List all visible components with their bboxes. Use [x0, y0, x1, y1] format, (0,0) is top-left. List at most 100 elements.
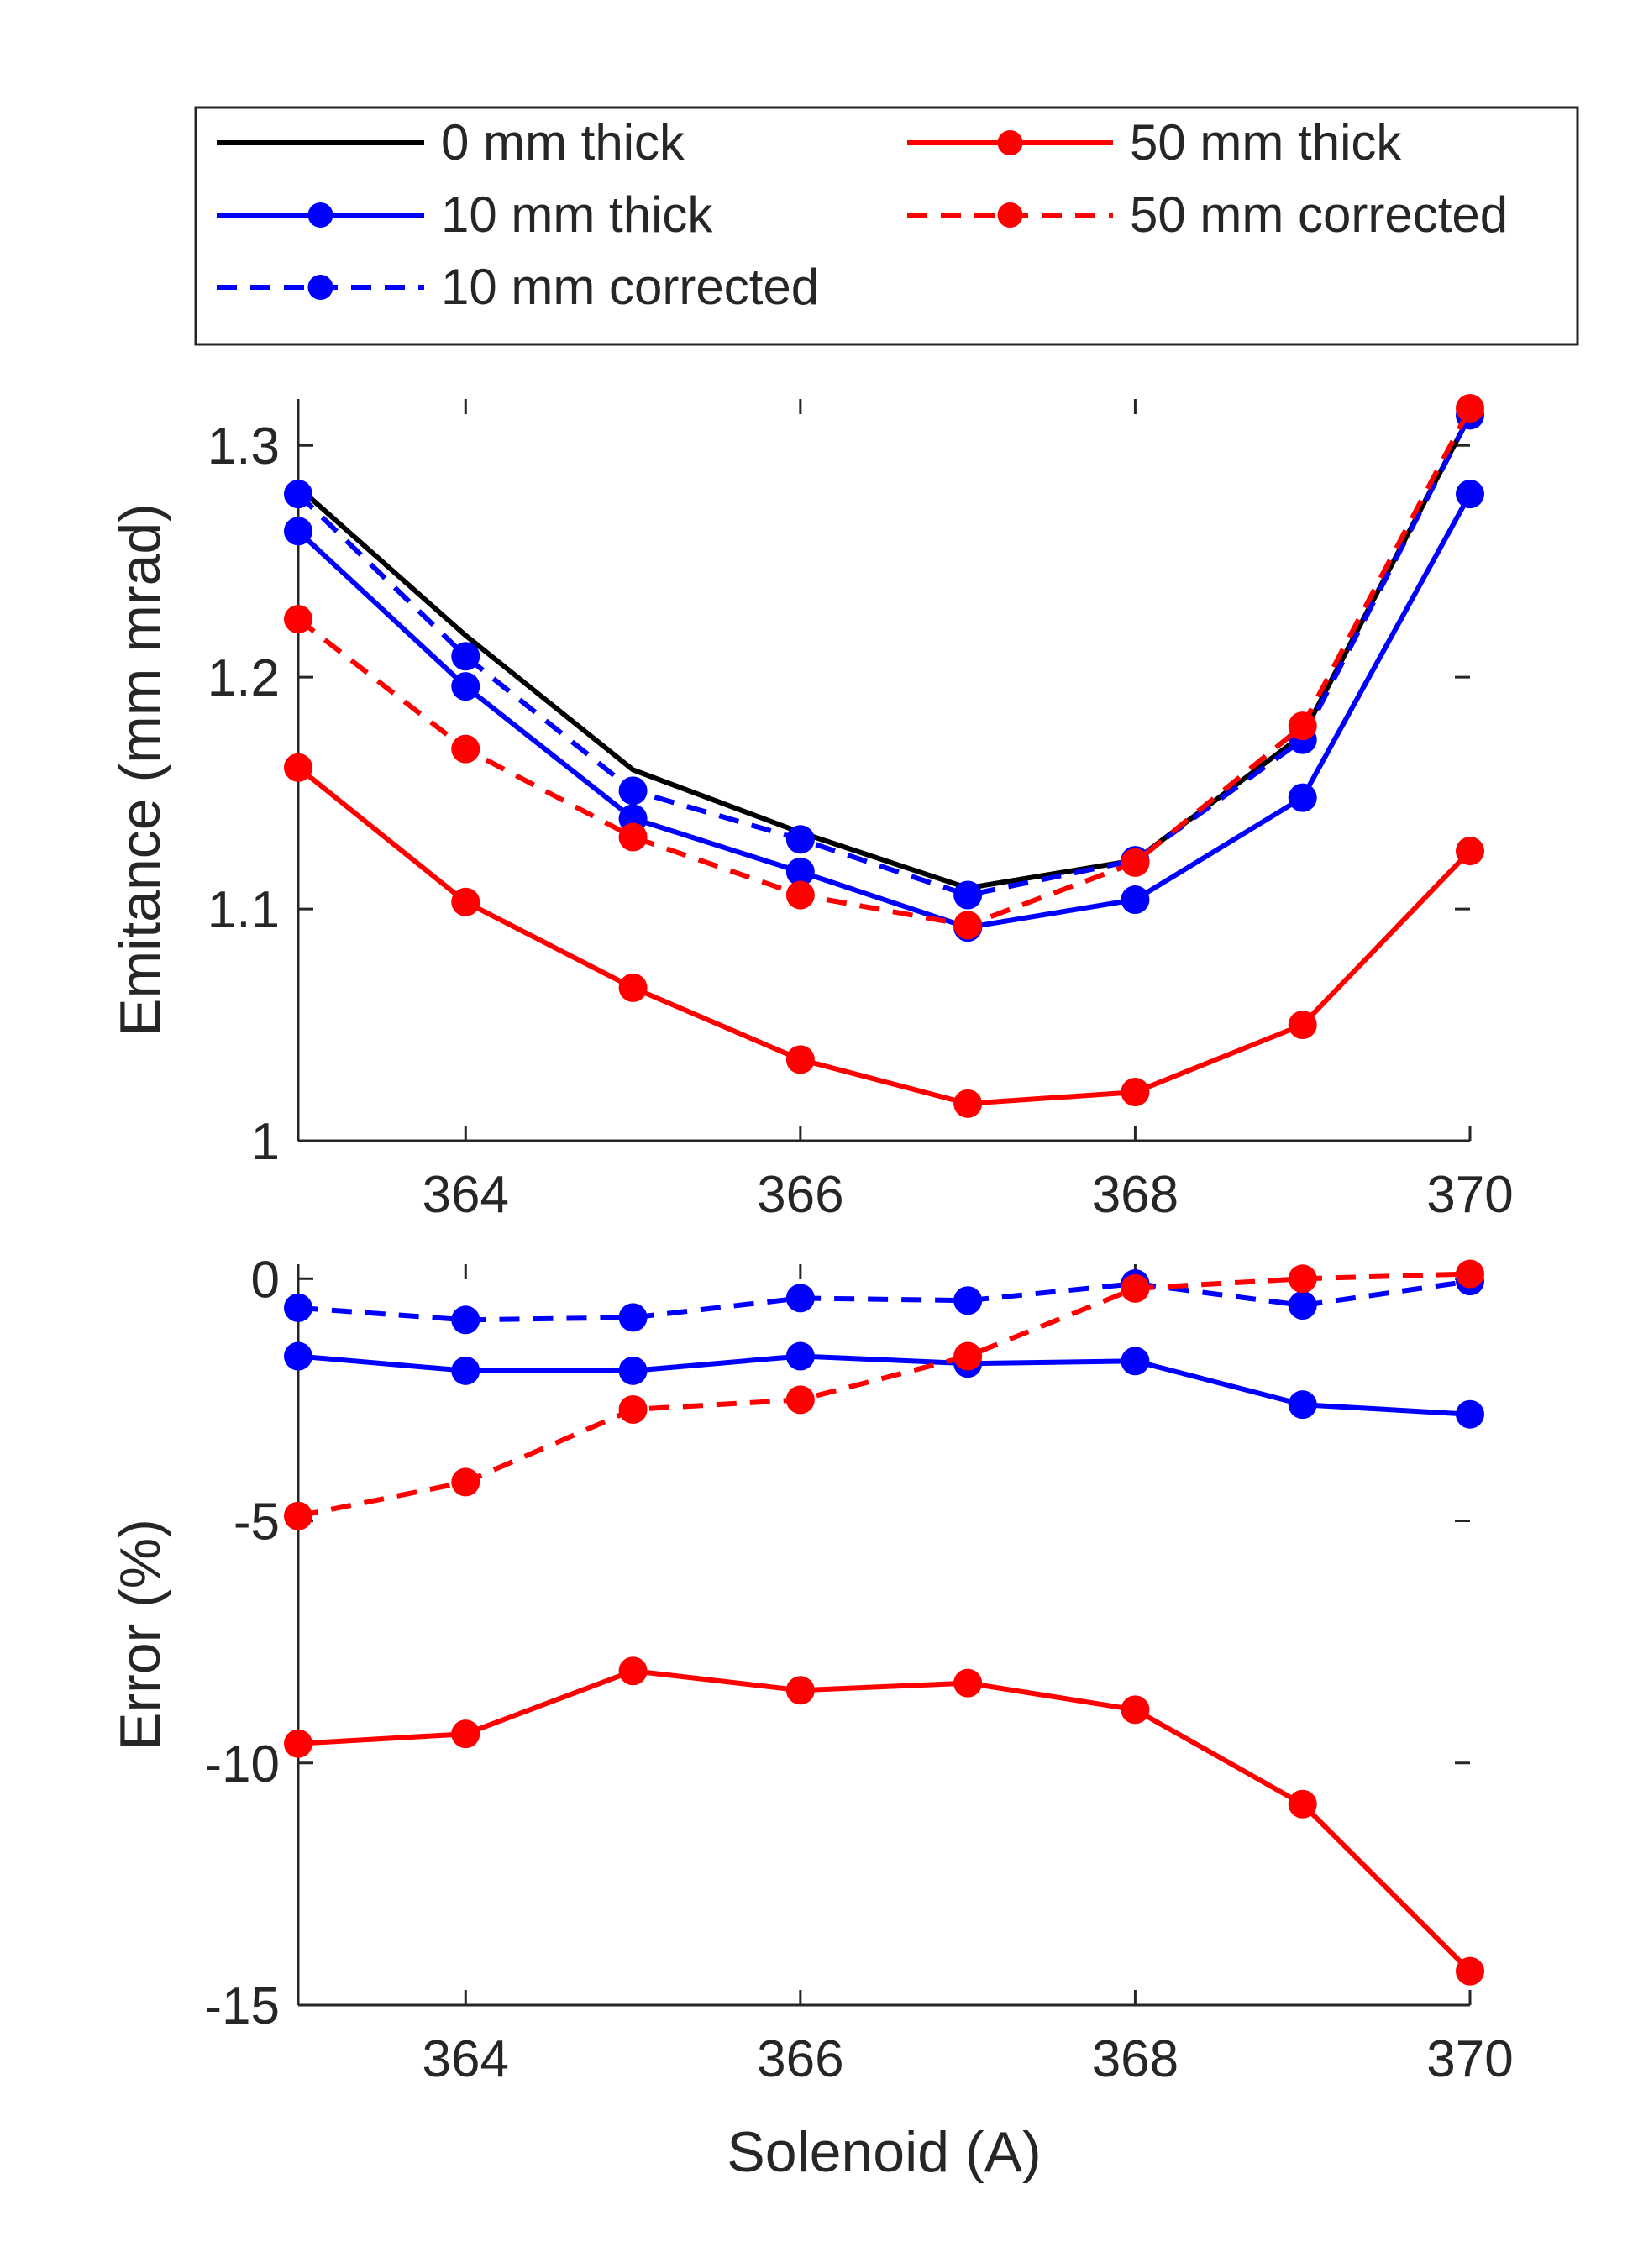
top-series-0-mm-thick: [297, 413, 1473, 891]
top-point-50-mm-corrected: [1288, 711, 1317, 741]
bottom-point-10-mm-thick: [1121, 1347, 1150, 1376]
top-point-10-mm-thick: [451, 672, 480, 701]
bottom-line-10-mm-corrected: [297, 1278, 1471, 1323]
top-x-tick-label: 370: [1426, 1166, 1513, 1224]
bottom-point-10-mm-thick: [785, 1341, 815, 1371]
bottom-y-tick-label: 0: [251, 1251, 280, 1309]
bottom-point-50-mm-thick: [618, 1656, 648, 1686]
bottom-point-50-mm-thick: [284, 1729, 312, 1758]
top-point-10-mm-thick: [785, 857, 815, 886]
top-point-50-mm-thick: [785, 1045, 815, 1074]
bottom-point-10-mm-corrected: [1288, 1291, 1317, 1320]
bottom-point-10-mm-thick: [451, 1356, 480, 1385]
top-line-0-mm-thick: [297, 413, 1473, 891]
bottom-point-10-mm-corrected: [953, 1286, 983, 1315]
bottom-point-50-mm-corrected: [618, 1394, 648, 1424]
bottom-series-10-mm-corrected: [284, 1267, 1484, 1335]
top-y-tick-label: 1.3: [207, 417, 280, 475]
top-point-50-mm-thick: [1121, 1078, 1150, 1107]
top-point-50-mm-corrected: [1456, 394, 1484, 423]
top-y-tick-label: 1.1: [207, 881, 280, 939]
bottom-point-50-mm-thick: [451, 1719, 480, 1749]
legend-entry-50-mm-corrected: 50 mm corrected: [907, 186, 1508, 243]
legend-entry-0-mm-thick: 0 mm thick: [217, 114, 685, 171]
legend-marker-50-mm-thick: [997, 130, 1023, 155]
top-line-50-mm-thick: [297, 765, 1473, 1106]
legend-entry-10-mm-corrected: 10 mm corrected: [217, 259, 819, 315]
error-panel: 364 366 368 370 0 -5 -10 -15 Error (%) Solenoid (…: [108, 1251, 1514, 2184]
legend-marker-10-mm-corrected: [307, 275, 333, 300]
legend-entry-50-mm-thick: 50 mm thick: [907, 114, 1402, 171]
bottom-point-50-mm-corrected: [1121, 1273, 1150, 1303]
bottom-point-50-mm-thick: [1121, 1695, 1150, 1725]
bottom-point-10-mm-thick: [618, 1356, 648, 1385]
top-point-10-mm-corrected: [618, 776, 648, 806]
top-line-50-mm-corrected: [297, 407, 1473, 928]
legend-label-50-mm-corrected: 50 mm corrected: [1130, 186, 1508, 243]
top-y-tick-label: 1: [251, 1113, 280, 1171]
top-point-10-mm-thick: [1288, 783, 1317, 812]
legend-label-50-mm-thick: 50 mm thick: [1130, 114, 1402, 171]
bottom-point-50-mm-corrected: [785, 1385, 815, 1415]
top-line-10-mm-thick: [296, 492, 1473, 931]
legend-marker-50-mm-corrected: [997, 202, 1023, 228]
bottom-x-tick-label: 364: [423, 2030, 509, 2088]
legend-label-10-mm-corrected: 10 mm corrected: [441, 259, 819, 315]
bottom-series-50-mm-thick: [284, 1656, 1484, 1986]
top-point-50-mm-corrected: [785, 880, 815, 910]
bottom-x-axis-label: Solenoid (A): [727, 2120, 1041, 2184]
top-point-50-mm-corrected: [618, 822, 648, 852]
bottom-point-50-mm-corrected: [1456, 1259, 1484, 1289]
bottom-point-50-mm-corrected: [953, 1341, 983, 1371]
top-point-50-mm-thick: [1456, 837, 1484, 866]
bottom-point-50-mm-corrected: [451, 1467, 480, 1497]
top-x-tick-label: 364: [423, 1166, 509, 1224]
bottom-x-tick-label: 370: [1426, 2030, 1513, 2088]
bottom-point-50-mm-thick: [1288, 1789, 1317, 1819]
top-x-tick-label: 368: [1092, 1166, 1179, 1224]
top-point-10-mm-corrected: [953, 880, 983, 910]
bottom-point-10-mm-corrected: [451, 1305, 480, 1335]
bottom-point-10-mm-thick: [1288, 1390, 1317, 1420]
top-point-50-mm-corrected: [953, 911, 983, 940]
bottom-series-10-mm-thick: [284, 1341, 1484, 1429]
bottom-series-50-mm-corrected: [284, 1259, 1484, 1530]
top-x-tick-label: 366: [757, 1166, 843, 1224]
top-series-50-mm-thick: [284, 753, 1484, 1118]
top-series-50-mm-corrected: [284, 394, 1484, 940]
bottom-y-axis-label: Error (%): [108, 1519, 172, 1751]
top-point-10-mm-corrected: [785, 825, 815, 854]
top-point-10-mm-thick: [284, 517, 312, 546]
bottom-line-10-mm-thick: [297, 1353, 1471, 1417]
legend-entry-10-mm-thick: 10 mm thick: [217, 186, 713, 243]
bottom-point-50-mm-corrected: [1288, 1264, 1317, 1294]
top-point-50-mm-thick: [451, 887, 480, 916]
bottom-y-tick-label: -10: [204, 1735, 280, 1793]
top-point-50-mm-thick: [953, 1089, 983, 1118]
bottom-y-tick-label: -15: [204, 1977, 280, 2035]
bottom-point-10-mm-corrected: [785, 1284, 815, 1313]
bottom-y-tick-label: -5: [234, 1494, 280, 1551]
legend-marker-10-mm-thick: [307, 202, 333, 228]
bottom-point-10-mm-thick: [284, 1341, 312, 1371]
bottom-point-50-mm-thick: [785, 1676, 815, 1705]
top-line-10-mm-corrected: [296, 413, 1473, 898]
bottom-line-50-mm-thick: [297, 1668, 1473, 1973]
top-point-50-mm-thick: [618, 973, 648, 1002]
top-point-50-mm-corrected: [451, 734, 480, 764]
bottom-point-10-mm-corrected: [618, 1303, 648, 1332]
emitance-panel: 364 366 368 370 1 1.1 1.2 1.3 Emitance (mm mrad): [108, 394, 1514, 1224]
top-point-50-mm-thick: [284, 753, 312, 782]
legend-entries: 0 mm thick 10 mm thick 10 mm corrected 50 m…: [217, 114, 1508, 315]
legend-label-0-mm-thick: 0 mm thick: [441, 114, 685, 171]
legend-box: [194, 106, 1579, 346]
top-point-50-mm-corrected: [1121, 848, 1150, 877]
top-y-tick-label: 1.2: [207, 649, 280, 707]
legend-label-10-mm-thick: 10 mm thick: [441, 186, 713, 243]
legend: 0 mm thick 10 mm thick 10 mm corrected 50 m…: [194, 106, 1579, 346]
bottom-point-50-mm-thick: [1456, 1956, 1484, 1986]
bottom-point-50-mm-thick: [953, 1668, 983, 1698]
top-y-axis-label: Emitance (mm mrad): [108, 503, 172, 1037]
